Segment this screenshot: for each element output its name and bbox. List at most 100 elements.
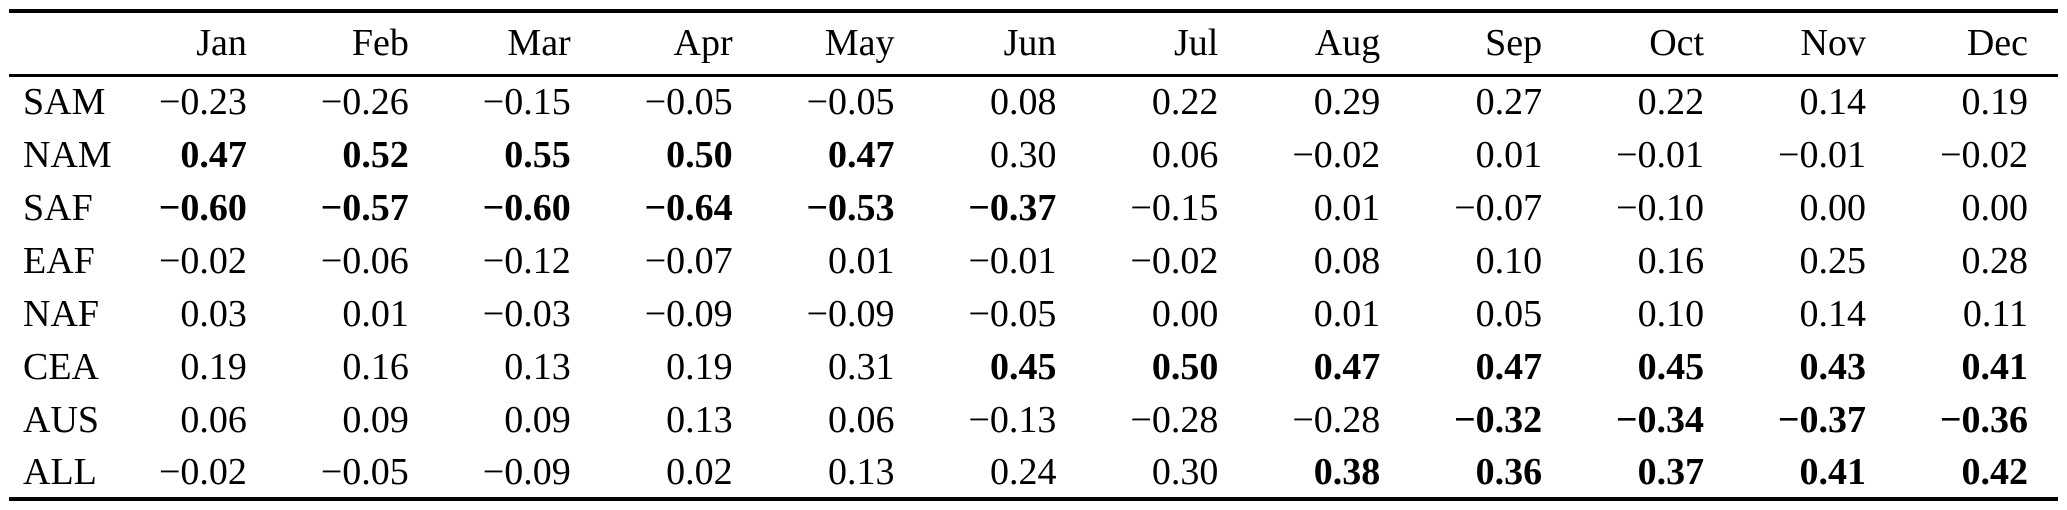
row-label-nam: NAM bbox=[23, 133, 112, 176]
value-cell-cea-apr: 0.19 bbox=[666, 345, 733, 388]
value-cell-nam-jan: 0.47 bbox=[180, 133, 247, 176]
value-cell-saf-aug: 0.01 bbox=[1313, 186, 1381, 229]
value-cell-saf-jun: −0.37 bbox=[968, 186, 1057, 229]
value-cell-naf-aug: 0.01 bbox=[1313, 292, 1381, 335]
value-cell-eaf-sep: 0.10 bbox=[1475, 239, 1543, 282]
value-cell-aus-aug: −0.28 bbox=[1292, 398, 1381, 441]
column-header-feb: Feb bbox=[351, 22, 409, 65]
value-cell-aus-jun: −0.13 bbox=[968, 398, 1057, 441]
value-cell-all-aug: 0.38 bbox=[1313, 450, 1381, 493]
value-cell-cea-dec: 0.41 bbox=[1961, 345, 2029, 388]
value-cell-saf-sep: −0.07 bbox=[1454, 186, 1543, 229]
value-cell-saf-may: −0.53 bbox=[806, 186, 895, 229]
column-header-jan: Jan bbox=[196, 22, 247, 65]
table-row-sam: SAM −0.23 −0.26 −0.15 −0.05 −0.05 0.08 0.22 0.29… bbox=[9, 75, 2058, 128]
value-cell-all-may: 0.13 bbox=[828, 450, 895, 493]
column-header-jun: Jun bbox=[1003, 22, 1057, 65]
value-cell-nam-mar: 0.55 bbox=[504, 133, 571, 176]
value-cell-eaf-jul: −0.02 bbox=[1130, 239, 1219, 282]
value-cell-saf-jan: −0.60 bbox=[158, 186, 247, 229]
value-cell-cea-mar: 0.13 bbox=[504, 345, 571, 388]
table-body: SAM −0.23 −0.26 −0.15 −0.05 −0.05 0.08 0.22 0.29… bbox=[9, 75, 2058, 499]
row-label-naf: NAF bbox=[23, 292, 100, 335]
column-header-oct: Oct bbox=[1649, 22, 1705, 65]
value-cell-saf-mar: −0.60 bbox=[482, 186, 571, 229]
value-cell-sam-oct: 0.22 bbox=[1637, 81, 1705, 124]
row-label-all: ALL bbox=[23, 450, 97, 493]
value-cell-eaf-dec: 0.28 bbox=[1961, 239, 2029, 282]
value-cell-nam-apr: 0.50 bbox=[666, 133, 733, 176]
value-cell-cea-may: 0.31 bbox=[828, 345, 895, 388]
value-cell-all-apr: 0.02 bbox=[666, 450, 733, 493]
value-cell-sam-jun: 0.08 bbox=[989, 81, 1057, 124]
value-cell-aus-oct: −0.34 bbox=[1615, 398, 1705, 441]
row-label-cea: CEA bbox=[23, 345, 99, 388]
table-header: Jan Feb Mar Apr May Jun Jul Aug Sep Oct Nov Dec bbox=[9, 11, 2058, 75]
table-row-aus: AUS 0.06 0.09 0.09 0.13 0.06 −0.13 −0.28 −0.28 −0… bbox=[9, 393, 2058, 446]
value-cell-aus-sep: −0.32 bbox=[1454, 398, 1543, 441]
value-cell-cea-sep: 0.47 bbox=[1475, 345, 1543, 388]
value-cell-all-jan: −0.02 bbox=[158, 450, 247, 493]
value-cell-nam-may: 0.47 bbox=[828, 133, 895, 176]
table-row-all: ALL −0.02 −0.05 −0.09 0.02 0.13 0.24 0.30 0.38 0.… bbox=[9, 446, 2058, 499]
value-cell-eaf-jan: −0.02 bbox=[158, 239, 247, 282]
value-cell-eaf-aug: 0.08 bbox=[1313, 239, 1381, 282]
value-cell-nam-oct: −0.01 bbox=[1616, 133, 1705, 176]
value-cell-naf-apr: −0.09 bbox=[644, 292, 733, 335]
value-cell-naf-nov: 0.14 bbox=[1799, 292, 1866, 335]
value-cell-nam-nov: −0.01 bbox=[1778, 133, 1866, 176]
value-cell-sam-aug: 0.29 bbox=[1313, 81, 1381, 124]
value-cell-saf-oct: −0.10 bbox=[1616, 186, 1705, 229]
value-cell-all-sep: 0.36 bbox=[1475, 450, 1543, 493]
value-cell-sam-nov: 0.14 bbox=[1799, 81, 1866, 124]
value-cell-aus-may: 0.06 bbox=[828, 398, 895, 441]
value-cell-aus-feb: 0.09 bbox=[342, 398, 409, 441]
table-row-eaf: EAF −0.02 −0.06 −0.12 −0.07 0.01 −0.01 −0.02 0.0… bbox=[9, 234, 2058, 287]
value-cell-cea-oct: 0.45 bbox=[1637, 345, 1705, 388]
column-header-apr: Apr bbox=[673, 22, 733, 65]
value-cell-sam-sep: 0.27 bbox=[1475, 81, 1543, 124]
column-header-aug: Aug bbox=[1314, 22, 1381, 65]
column-header-nov: Nov bbox=[1800, 22, 1866, 65]
row-label-eaf: EAF bbox=[23, 239, 95, 282]
value-cell-all-jun: 0.24 bbox=[989, 450, 1057, 493]
value-cell-aus-dec: −0.36 bbox=[1939, 398, 2028, 441]
table-row-cea: CEA 0.19 0.16 0.13 0.19 0.31 0.45 0.50 0.47 0.47 0… bbox=[9, 340, 2058, 393]
column-header-sep: Sep bbox=[1485, 22, 1543, 65]
row-label-aus: AUS bbox=[23, 398, 100, 441]
value-cell-naf-dec: 0.11 bbox=[1962, 292, 2028, 335]
column-header-dec: Dec bbox=[1966, 22, 2028, 65]
value-cell-saf-apr: −0.64 bbox=[644, 186, 733, 229]
row-label-saf: SAF bbox=[23, 186, 93, 229]
value-cell-nam-sep: 0.01 bbox=[1475, 133, 1543, 176]
value-cell-eaf-apr: −0.07 bbox=[644, 239, 733, 282]
value-cell-cea-jun: 0.45 bbox=[989, 345, 1057, 388]
value-cell-naf-jun: −0.05 bbox=[968, 292, 1057, 335]
value-cell-nam-dec: −0.02 bbox=[1940, 133, 2028, 176]
value-cell-eaf-may: 0.01 bbox=[828, 239, 895, 282]
value-cell-sam-dec: 0.19 bbox=[1961, 81, 2029, 124]
value-cell-naf-oct: 0.10 bbox=[1637, 292, 1705, 335]
value-cell-eaf-jun: −0.01 bbox=[968, 239, 1057, 282]
value-cell-cea-feb: 0.16 bbox=[342, 345, 409, 388]
value-cell-saf-nov: 0.00 bbox=[1799, 186, 1866, 229]
table-row-nam: NAM 0.47 0.52 0.55 0.50 0.47 0.30 0.06 −0.02 0.01… bbox=[9, 128, 2058, 181]
value-cell-all-feb: −0.05 bbox=[320, 450, 409, 493]
value-cell-aus-jan: 0.06 bbox=[180, 398, 247, 441]
corner-cell bbox=[9, 11, 115, 75]
value-cell-naf-may: −0.09 bbox=[806, 292, 895, 335]
value-cell-all-nov: 0.41 bbox=[1799, 450, 1866, 493]
value-cell-saf-feb: −0.57 bbox=[320, 186, 409, 229]
value-cell-sam-jan: −0.23 bbox=[158, 81, 247, 124]
header-row: Jan Feb Mar Apr May Jun Jul Aug Sep Oct Nov Dec bbox=[9, 11, 2058, 75]
value-cell-nam-feb: 0.52 bbox=[342, 133, 409, 176]
value-cell-nam-jun: 0.30 bbox=[989, 133, 1057, 176]
value-cell-sam-feb: −0.26 bbox=[320, 81, 409, 124]
value-cell-naf-sep: 0.05 bbox=[1475, 292, 1543, 335]
value-cell-sam-may: −0.05 bbox=[806, 81, 895, 124]
value-cell-cea-aug: 0.47 bbox=[1313, 345, 1381, 388]
value-cell-eaf-mar: −0.12 bbox=[482, 239, 571, 282]
row-label-sam: SAM bbox=[23, 81, 106, 124]
value-cell-naf-jan: 0.03 bbox=[180, 292, 247, 335]
column-header-may: May bbox=[824, 22, 895, 65]
